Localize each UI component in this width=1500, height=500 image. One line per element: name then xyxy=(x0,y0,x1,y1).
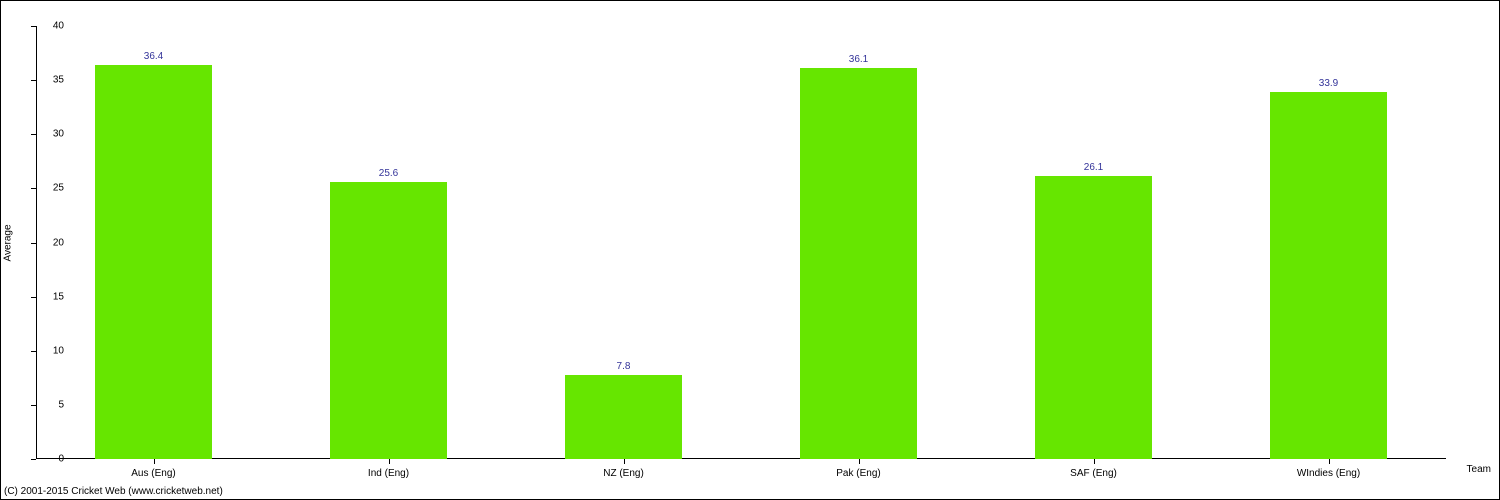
x-tick-label: Pak (Eng) xyxy=(836,468,880,479)
bar xyxy=(1035,176,1153,459)
x-tick xyxy=(154,459,155,464)
x-tick xyxy=(1094,459,1095,464)
x-tick-label: WIndies (Eng) xyxy=(1297,468,1360,479)
bar-value-label: 25.6 xyxy=(379,168,398,179)
bar xyxy=(330,182,448,459)
y-tick-label: 15 xyxy=(4,291,64,302)
x-tick xyxy=(389,459,390,464)
bar xyxy=(95,65,213,459)
copyright-text: (C) 2001-2015 Cricket Web (www.cricketwe… xyxy=(4,486,223,497)
x-tick-label: Aus (Eng) xyxy=(131,468,175,479)
y-tick-label: 0 xyxy=(4,454,64,465)
y-tick-label: 10 xyxy=(4,345,64,356)
x-axis-line xyxy=(36,458,1446,459)
plot-area: Average Team 0510152025303540 Aus (Eng)I… xyxy=(36,26,1446,459)
x-tick-label: SAF (Eng) xyxy=(1070,468,1117,479)
x-tick xyxy=(859,459,860,464)
y-tick-label: 35 xyxy=(4,75,64,86)
bar-value-label: 26.1 xyxy=(1084,162,1103,173)
bar-value-label: 36.4 xyxy=(144,51,163,62)
chart-container: Average Team 0510152025303540 Aus (Eng)I… xyxy=(0,0,1500,500)
y-tick-label: 30 xyxy=(4,129,64,140)
x-tick xyxy=(624,459,625,464)
bar xyxy=(565,375,683,459)
x-tick-label: Ind (Eng) xyxy=(368,468,409,479)
bar xyxy=(800,68,918,459)
y-tick-label: 25 xyxy=(4,183,64,194)
bar-value-label: 7.8 xyxy=(617,361,631,372)
x-tick-label: NZ (Eng) xyxy=(603,468,644,479)
y-tick-label: 40 xyxy=(4,21,64,32)
y-tick-label: 5 xyxy=(4,399,64,410)
bar xyxy=(1270,92,1388,459)
y-tick-label: 20 xyxy=(4,237,64,248)
bar-value-label: 33.9 xyxy=(1319,78,1338,89)
bar-value-label: 36.1 xyxy=(849,54,868,65)
x-tick xyxy=(1329,459,1330,464)
x-axis-title: Team xyxy=(1467,464,1491,475)
